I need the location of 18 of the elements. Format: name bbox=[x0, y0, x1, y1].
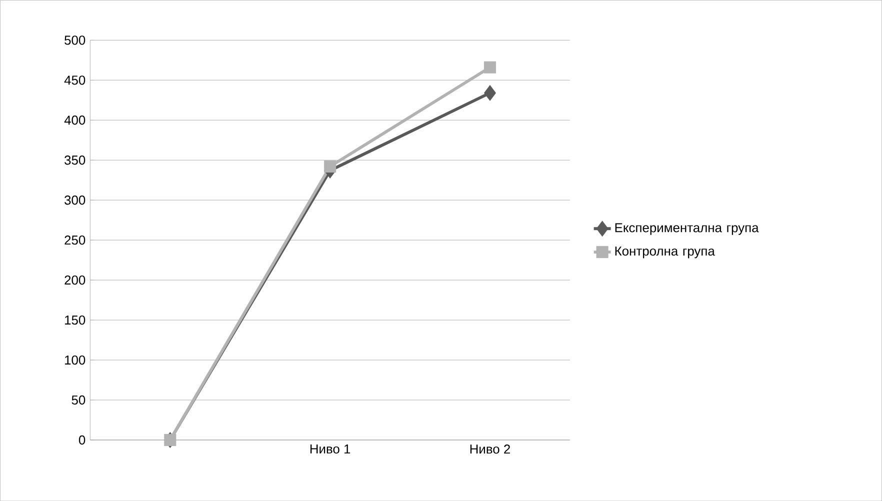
y-tick-label: 300 bbox=[64, 195, 86, 205]
y-tick-label: 500 bbox=[64, 36, 86, 45]
y-tick-label: 450 bbox=[64, 76, 86, 85]
y-tick-label: 0 bbox=[78, 435, 86, 445]
y-tick-label: 50 bbox=[72, 395, 86, 405]
point bbox=[484, 84, 496, 101]
y-tick-label: 100 bbox=[65, 355, 86, 365]
point bbox=[324, 160, 336, 172]
y-tick-label: 150 bbox=[65, 315, 86, 325]
x-tick-label: Ниво 2 bbox=[470, 444, 510, 454]
point bbox=[484, 61, 496, 74]
y-tick-label: 400 bbox=[64, 115, 86, 125]
y-tick-label: 250 bbox=[64, 235, 86, 245]
x-tick-label: Ниво 1 bbox=[310, 444, 350, 454]
legend-label: Контролна група bbox=[615, 246, 715, 258]
y-tick-label: 200 bbox=[64, 275, 86, 285]
y-tick-label: 350 bbox=[64, 155, 86, 165]
legend-label: Експериментална група bbox=[615, 223, 759, 235]
